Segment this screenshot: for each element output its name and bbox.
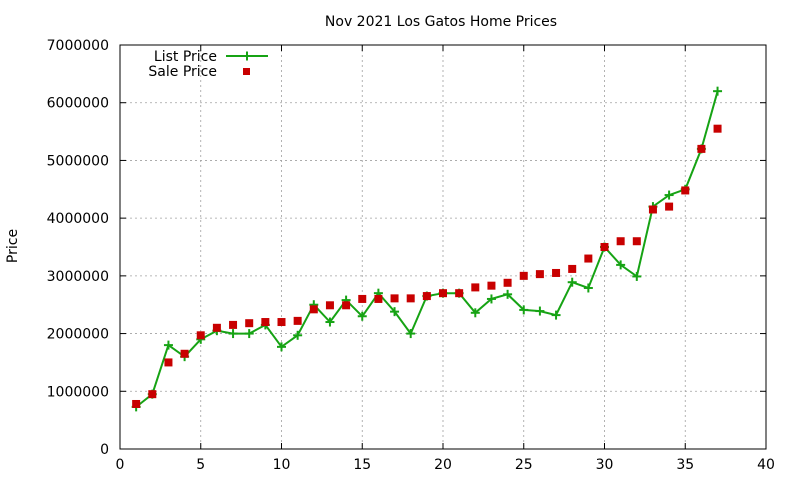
y-tick-label: 5000000 xyxy=(47,153,109,169)
legend: List Price Sale Price xyxy=(148,49,268,80)
sale-price-point xyxy=(568,264,577,273)
sale-price-point xyxy=(697,144,706,153)
sale-price-point xyxy=(455,289,464,298)
y-tick-label: 7000000 xyxy=(47,38,109,54)
list-price-point xyxy=(664,190,674,200)
sale-price-point xyxy=(148,390,157,399)
sale-price-point xyxy=(325,301,334,310)
chart-title: Nov 2021 Los Gatos Home Prices xyxy=(325,14,557,30)
sale-price-point xyxy=(374,294,383,303)
sale-price-point xyxy=(471,283,480,292)
sale-price-point xyxy=(293,316,302,325)
list-price-point xyxy=(357,311,367,321)
sale-price-point xyxy=(713,124,722,133)
x-tick-label: 40 xyxy=(757,457,775,473)
x-tick-label: 15 xyxy=(353,457,371,473)
y-tick-label: 6000000 xyxy=(47,96,109,112)
sale-price-point xyxy=(439,289,447,298)
sale-price-point xyxy=(535,270,544,279)
list-price-point xyxy=(503,289,513,299)
plot-frame xyxy=(119,44,767,450)
sale-price-point xyxy=(390,294,399,303)
sale-price-point xyxy=(261,318,270,327)
grid-layer xyxy=(120,45,766,449)
sale-price-point xyxy=(422,292,431,301)
list-price-point xyxy=(632,271,642,281)
y-tick-label: 4000000 xyxy=(47,211,109,227)
list-price-point xyxy=(713,86,723,96)
x-tick-label: 10 xyxy=(273,457,291,473)
list-price-point xyxy=(567,277,577,287)
x-tick-label: 30 xyxy=(596,457,614,473)
sale-price-point xyxy=(665,202,674,211)
sale-price-point xyxy=(309,305,318,314)
sale-price-point xyxy=(681,186,690,195)
sale-price-point xyxy=(616,237,625,246)
list-price-line xyxy=(135,90,719,408)
x-tick-label: 35 xyxy=(676,457,694,473)
sale-price-point xyxy=(648,205,657,214)
sale-price-point xyxy=(196,331,205,340)
sale-price-point xyxy=(519,271,528,280)
sale-price-point xyxy=(358,294,367,303)
list-price-point xyxy=(277,342,286,352)
sale-price-point xyxy=(503,278,512,287)
sale-price-point xyxy=(229,320,238,329)
x-tick-label: 25 xyxy=(515,457,533,473)
list-price-point xyxy=(535,306,545,316)
legend-label-sale-price: Sale Price xyxy=(148,64,217,80)
list-price-point xyxy=(519,305,529,315)
x-tick-label: 20 xyxy=(434,457,452,473)
y-axis-label: Price xyxy=(5,229,21,263)
list-price-point xyxy=(486,294,496,304)
list-price-point xyxy=(228,329,238,339)
list-price-point xyxy=(293,330,303,340)
sale-price-point xyxy=(552,268,561,277)
y-tick-label: 3000000 xyxy=(47,269,109,285)
list-price-point xyxy=(163,340,173,350)
sale-price-point xyxy=(600,243,609,251)
list-price-point xyxy=(470,308,480,318)
list-price-point xyxy=(551,310,561,320)
sale-price-point xyxy=(342,301,351,310)
sale-price-point xyxy=(212,323,221,332)
sale-price-point xyxy=(277,318,286,327)
list-price-point xyxy=(583,283,593,293)
list-price-point xyxy=(406,329,416,339)
sale-price-point xyxy=(180,349,189,358)
x-tick-label: 0 xyxy=(116,457,125,473)
sale-price-point xyxy=(245,319,254,328)
list-price-point xyxy=(616,260,626,270)
legend-marker-sale-price xyxy=(243,68,250,75)
sale-price-point xyxy=(406,294,415,303)
series-layer xyxy=(131,86,723,412)
sale-price-point xyxy=(632,237,641,246)
x-tick-label: 5 xyxy=(196,457,205,473)
tick-layer: 0 5 10 15 20 25 30 35 40 0 1000000 2000000 3000000 40… xyxy=(47,38,775,473)
legend-marker-list-price xyxy=(242,51,252,61)
sale-price-point xyxy=(487,281,496,290)
sale-price-point xyxy=(164,358,173,367)
list-price-point xyxy=(244,329,254,339)
y-tick-label: 2000000 xyxy=(47,327,109,343)
sale-price-point xyxy=(584,254,593,263)
y-tick-label: 1000000 xyxy=(47,384,109,400)
sale-price-point xyxy=(132,399,141,408)
legend-label-list-price: List Price xyxy=(154,49,217,65)
y-tick-label: 0 xyxy=(100,442,109,458)
list-price-point xyxy=(390,307,400,317)
list-price-point xyxy=(325,317,335,327)
